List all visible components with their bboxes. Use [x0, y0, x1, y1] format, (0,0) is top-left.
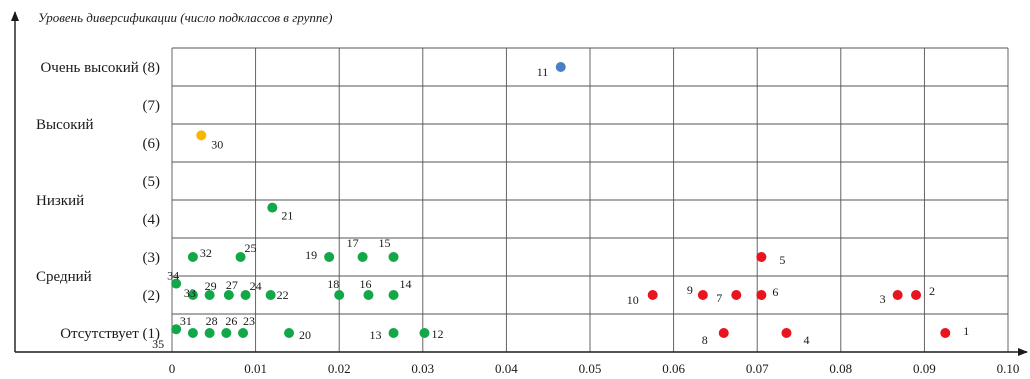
data-point-label: 2: [929, 284, 935, 298]
y-level-label: Отсутствует (1): [60, 326, 160, 342]
data-point-12: [419, 328, 430, 338]
data-point-label: 17: [347, 236, 359, 250]
data-point-15: [388, 252, 399, 262]
x-tick-label: 0.10: [997, 361, 1020, 376]
data-point-30: [196, 130, 207, 141]
data-point-2: [911, 290, 922, 300]
data-point-16: [363, 290, 374, 300]
y-level-label: (3): [143, 250, 161, 266]
x-tick-label: 0.03: [411, 361, 434, 376]
data-point-label: 16: [359, 277, 371, 291]
data-point-label: 15: [379, 236, 391, 250]
data-point-14: [388, 290, 399, 300]
data-point-29: [204, 290, 215, 300]
data-point-label: 6: [772, 285, 778, 299]
x-tick-label: 0.07: [746, 361, 769, 376]
data-point-label: 28: [206, 314, 218, 328]
data-point-label: 23: [243, 314, 255, 328]
data-point-10: [647, 290, 658, 300]
data-point-label: 4: [803, 333, 809, 347]
data-point-label: 14: [400, 277, 412, 291]
data-point-23: [238, 328, 249, 338]
x-tick-label: 0.09: [913, 361, 936, 376]
data-point-label: 7: [716, 291, 722, 305]
x-tick-label: 0.06: [662, 361, 685, 376]
data-point-21: [267, 202, 278, 213]
y-category-label: Средний: [36, 269, 92, 285]
data-point-label: 27: [226, 278, 238, 292]
y-level-label: (5): [143, 174, 161, 190]
data-point-label: 11: [537, 65, 549, 79]
data-point-35: [171, 324, 182, 335]
y-category-label: Низкий: [36, 193, 84, 209]
y-category-label: Высокий: [36, 117, 94, 133]
data-point-label: 25: [245, 241, 257, 255]
y-level-label: (6): [143, 136, 161, 152]
data-point-label: 24: [250, 279, 262, 293]
y-level-label: Очень высокий (8): [40, 60, 160, 76]
data-point-label: 34: [167, 269, 179, 283]
data-point-3: [892, 290, 903, 300]
data-point-label: 31: [180, 314, 192, 328]
data-point-label: 35: [152, 337, 164, 351]
data-point-label: 32: [200, 246, 212, 260]
y-level-label: (2): [143, 288, 161, 304]
data-point-label: 8: [702, 333, 708, 347]
chart-title: Уровень диверсификации (число подклассов…: [38, 10, 332, 25]
data-point-22: [265, 290, 276, 300]
data-point-label: 13: [370, 328, 382, 342]
y-level-label: (7): [143, 98, 161, 114]
data-point-label: 21: [281, 209, 293, 223]
x-tick-label: 0.01: [244, 361, 267, 376]
data-point-13: [388, 328, 399, 338]
data-point-32: [187, 252, 198, 262]
data-point-27: [223, 290, 234, 300]
data-point-34: [171, 278, 182, 289]
x-tick-label: 0: [169, 361, 176, 376]
data-point-33: [187, 290, 198, 300]
data-point-label: 10: [627, 293, 639, 307]
data-point-31: [187, 328, 198, 338]
x-tick-label: 0.04: [495, 361, 518, 376]
data-point-8: [718, 328, 729, 338]
data-point-11: [555, 62, 566, 72]
data-point-label: 12: [431, 327, 443, 341]
data-point-label: 3: [880, 292, 886, 306]
data-point-19: [324, 252, 335, 262]
data-point-5: [756, 252, 767, 262]
data-point-4: [781, 328, 792, 338]
data-point-7: [731, 290, 742, 300]
data-point-label: 18: [327, 277, 339, 291]
data-point-label: 19: [305, 248, 317, 262]
data-point-18: [334, 290, 345, 300]
data-point-label: 26: [225, 314, 237, 328]
data-point-label: 29: [205, 279, 217, 293]
data-point-1: [940, 328, 951, 338]
data-point-label: 1: [963, 324, 969, 338]
data-point-label: 30: [211, 137, 223, 151]
data-point-9: [697, 290, 708, 300]
data-point-label: 33: [184, 286, 196, 300]
x-tick-label: 0.05: [579, 361, 602, 376]
data-point-26: [221, 328, 232, 338]
data-point-28: [204, 328, 215, 338]
x-tick-label: 0.08: [829, 361, 852, 376]
data-point-label: 20: [299, 328, 311, 342]
data-point-label: 9: [687, 283, 693, 297]
y-level-label: (4): [143, 212, 161, 228]
data-point-24: [240, 290, 251, 300]
data-point-label: 22: [277, 288, 289, 302]
data-point-17: [357, 252, 368, 262]
data-point-label: 5: [779, 253, 785, 267]
x-tick-label: 0.02: [328, 361, 351, 376]
data-point-20: [284, 328, 295, 338]
data-point-6: [756, 290, 767, 300]
data-point-25: [235, 252, 246, 262]
